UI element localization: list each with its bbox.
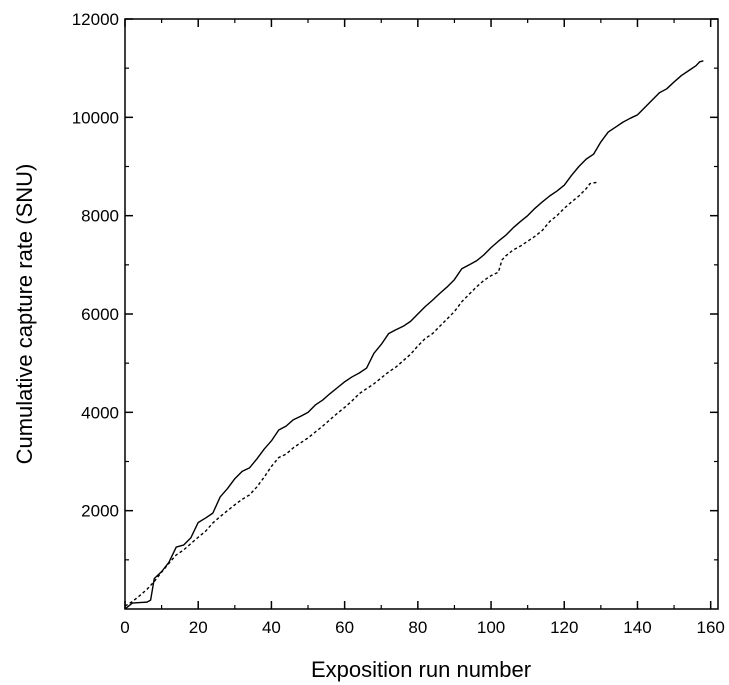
- series-layer: [124, 60, 704, 610]
- series-line-dotted: [124, 181, 598, 607]
- y-tick-label: 8000: [81, 207, 119, 226]
- x-tick-label: 60: [335, 618, 354, 637]
- y-tick-label: 6000: [81, 305, 119, 324]
- tick-layer: 0 20 40 60 80 100 120 140 160 2000 4000 6000 8000 100…: [72, 10, 725, 637]
- x-tick-label: 0: [120, 618, 129, 637]
- x-axis-label: Exposition run number: [311, 657, 531, 682]
- y-tick-label: 12000: [72, 10, 119, 29]
- x-tick-label: 100: [477, 618, 505, 637]
- y-tick-label: 2000: [81, 502, 119, 521]
- y-axis-label: Cumulative capture rate (SNU): [12, 164, 37, 465]
- x-tick-label: 120: [550, 618, 578, 637]
- x-tick-label: 40: [262, 618, 281, 637]
- y-tick-label: 10000: [72, 108, 119, 127]
- y-tick-label: 4000: [81, 403, 119, 422]
- series-line-solid: [124, 60, 704, 610]
- x-tick-label: 20: [189, 618, 208, 637]
- x-tick-label: 160: [696, 618, 724, 637]
- x-tick-label: 140: [623, 618, 651, 637]
- x-tick-label: 80: [408, 618, 427, 637]
- plot-frame: [124, 18, 719, 610]
